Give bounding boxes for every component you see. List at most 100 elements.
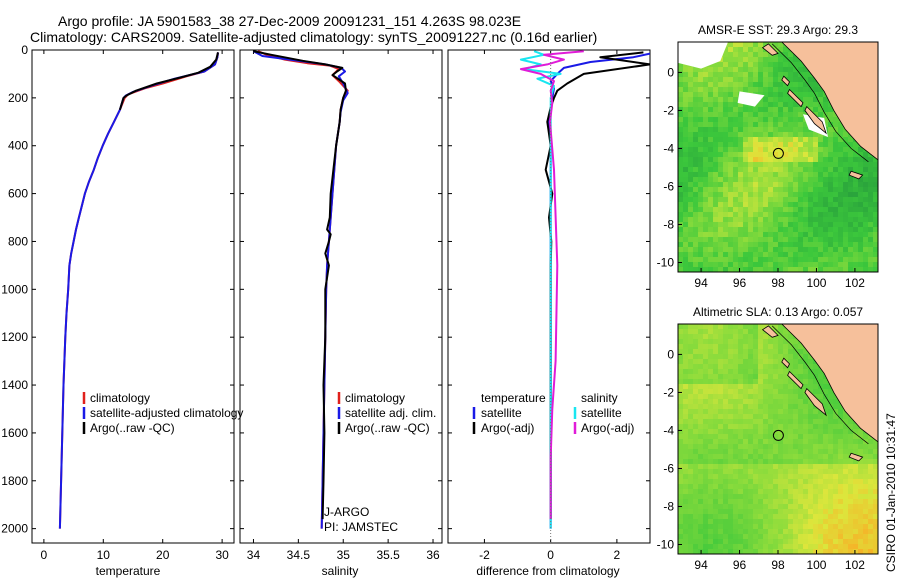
map-cell — [733, 424, 739, 430]
map-cell — [763, 499, 769, 505]
map-cell — [843, 539, 849, 545]
map-cell — [768, 187, 774, 193]
map-cell — [868, 182, 874, 188]
map-cell — [853, 207, 859, 213]
map-cell — [798, 137, 804, 143]
map-xtick-label: 98 — [771, 276, 785, 290]
map-cell — [678, 192, 684, 198]
map-cell — [778, 147, 784, 153]
map-cell — [713, 162, 719, 168]
map-cell — [838, 419, 844, 425]
map-cell — [758, 459, 764, 465]
map-cell — [803, 409, 809, 415]
map-cell — [823, 444, 829, 450]
map-cell — [788, 162, 794, 168]
map-cell — [788, 62, 794, 68]
map-cell — [693, 324, 699, 330]
map-cell — [773, 207, 779, 213]
map-cell — [798, 237, 804, 243]
map-cell — [778, 514, 784, 520]
map-cell — [763, 82, 769, 88]
map-cell — [813, 514, 819, 520]
map-cell — [748, 414, 754, 420]
map-cell — [728, 137, 734, 143]
map-cell — [873, 177, 878, 183]
map-cell — [698, 509, 704, 515]
map-cell — [773, 107, 779, 113]
map-cell — [713, 474, 719, 480]
map-cell — [773, 499, 779, 505]
map-cell — [743, 404, 749, 410]
map-cell — [823, 252, 829, 258]
map-cell — [733, 389, 739, 395]
map-cell — [803, 92, 809, 98]
map-cell — [808, 192, 814, 198]
map-cell — [833, 479, 839, 485]
map-cell — [733, 409, 739, 415]
map-cell — [688, 192, 694, 198]
map-cell — [813, 132, 819, 138]
map-cell — [758, 87, 764, 93]
map-cell — [743, 237, 749, 243]
map-cell — [713, 197, 719, 203]
map-cell — [798, 379, 804, 385]
map-cell — [823, 434, 829, 440]
map-cell — [688, 207, 694, 213]
map-cell — [808, 172, 814, 178]
map-cell — [683, 112, 689, 118]
map-island — [848, 170, 864, 180]
map-cell — [778, 544, 784, 550]
map-cell — [828, 394, 834, 400]
map-cell — [703, 459, 709, 465]
map-cell — [743, 247, 749, 253]
map-cell — [798, 227, 804, 233]
map-cell — [788, 237, 794, 243]
map-cell — [793, 409, 799, 415]
map-cell — [748, 354, 754, 360]
map-cell — [713, 494, 719, 500]
map-cell — [773, 504, 779, 510]
map-cell — [718, 534, 724, 540]
map-cell — [778, 444, 784, 450]
map-cell — [783, 469, 789, 475]
map-cell — [798, 499, 804, 505]
map-cell — [743, 544, 749, 550]
map-cell — [738, 539, 744, 545]
map-cell — [848, 514, 854, 520]
map-cell — [678, 394, 684, 400]
map-cell — [868, 262, 874, 268]
map-cell — [708, 162, 714, 168]
map-island — [761, 325, 779, 338]
map-cell — [768, 469, 774, 475]
map-cell — [818, 212, 824, 218]
map-cell — [688, 389, 694, 395]
map-cell — [788, 152, 794, 158]
difference-profile-xtick-label: -2 — [479, 548, 490, 562]
map-cell — [733, 237, 739, 243]
map-cell — [818, 237, 824, 243]
map-cell — [808, 197, 814, 203]
map-cell — [783, 57, 789, 63]
map-cell — [788, 414, 794, 420]
map-cell — [823, 464, 829, 470]
map-cell — [803, 112, 809, 118]
map-cell — [813, 87, 819, 93]
map-cell — [788, 439, 794, 445]
map-cell — [748, 329, 754, 335]
map-cell — [753, 494, 759, 500]
map-cell — [713, 379, 719, 385]
map-cell — [713, 102, 719, 108]
map-cell — [763, 262, 769, 268]
map-cell — [783, 339, 789, 345]
map-cell — [788, 202, 794, 208]
map-cell — [698, 539, 704, 545]
map-cell — [748, 509, 754, 515]
map-cell — [873, 262, 878, 268]
map-cell — [743, 419, 749, 425]
map-cell — [788, 102, 794, 108]
map-cell — [838, 142, 844, 148]
map-cell — [738, 87, 744, 93]
map-cell — [773, 72, 779, 78]
map-cell — [823, 182, 829, 188]
map-island — [781, 75, 790, 87]
